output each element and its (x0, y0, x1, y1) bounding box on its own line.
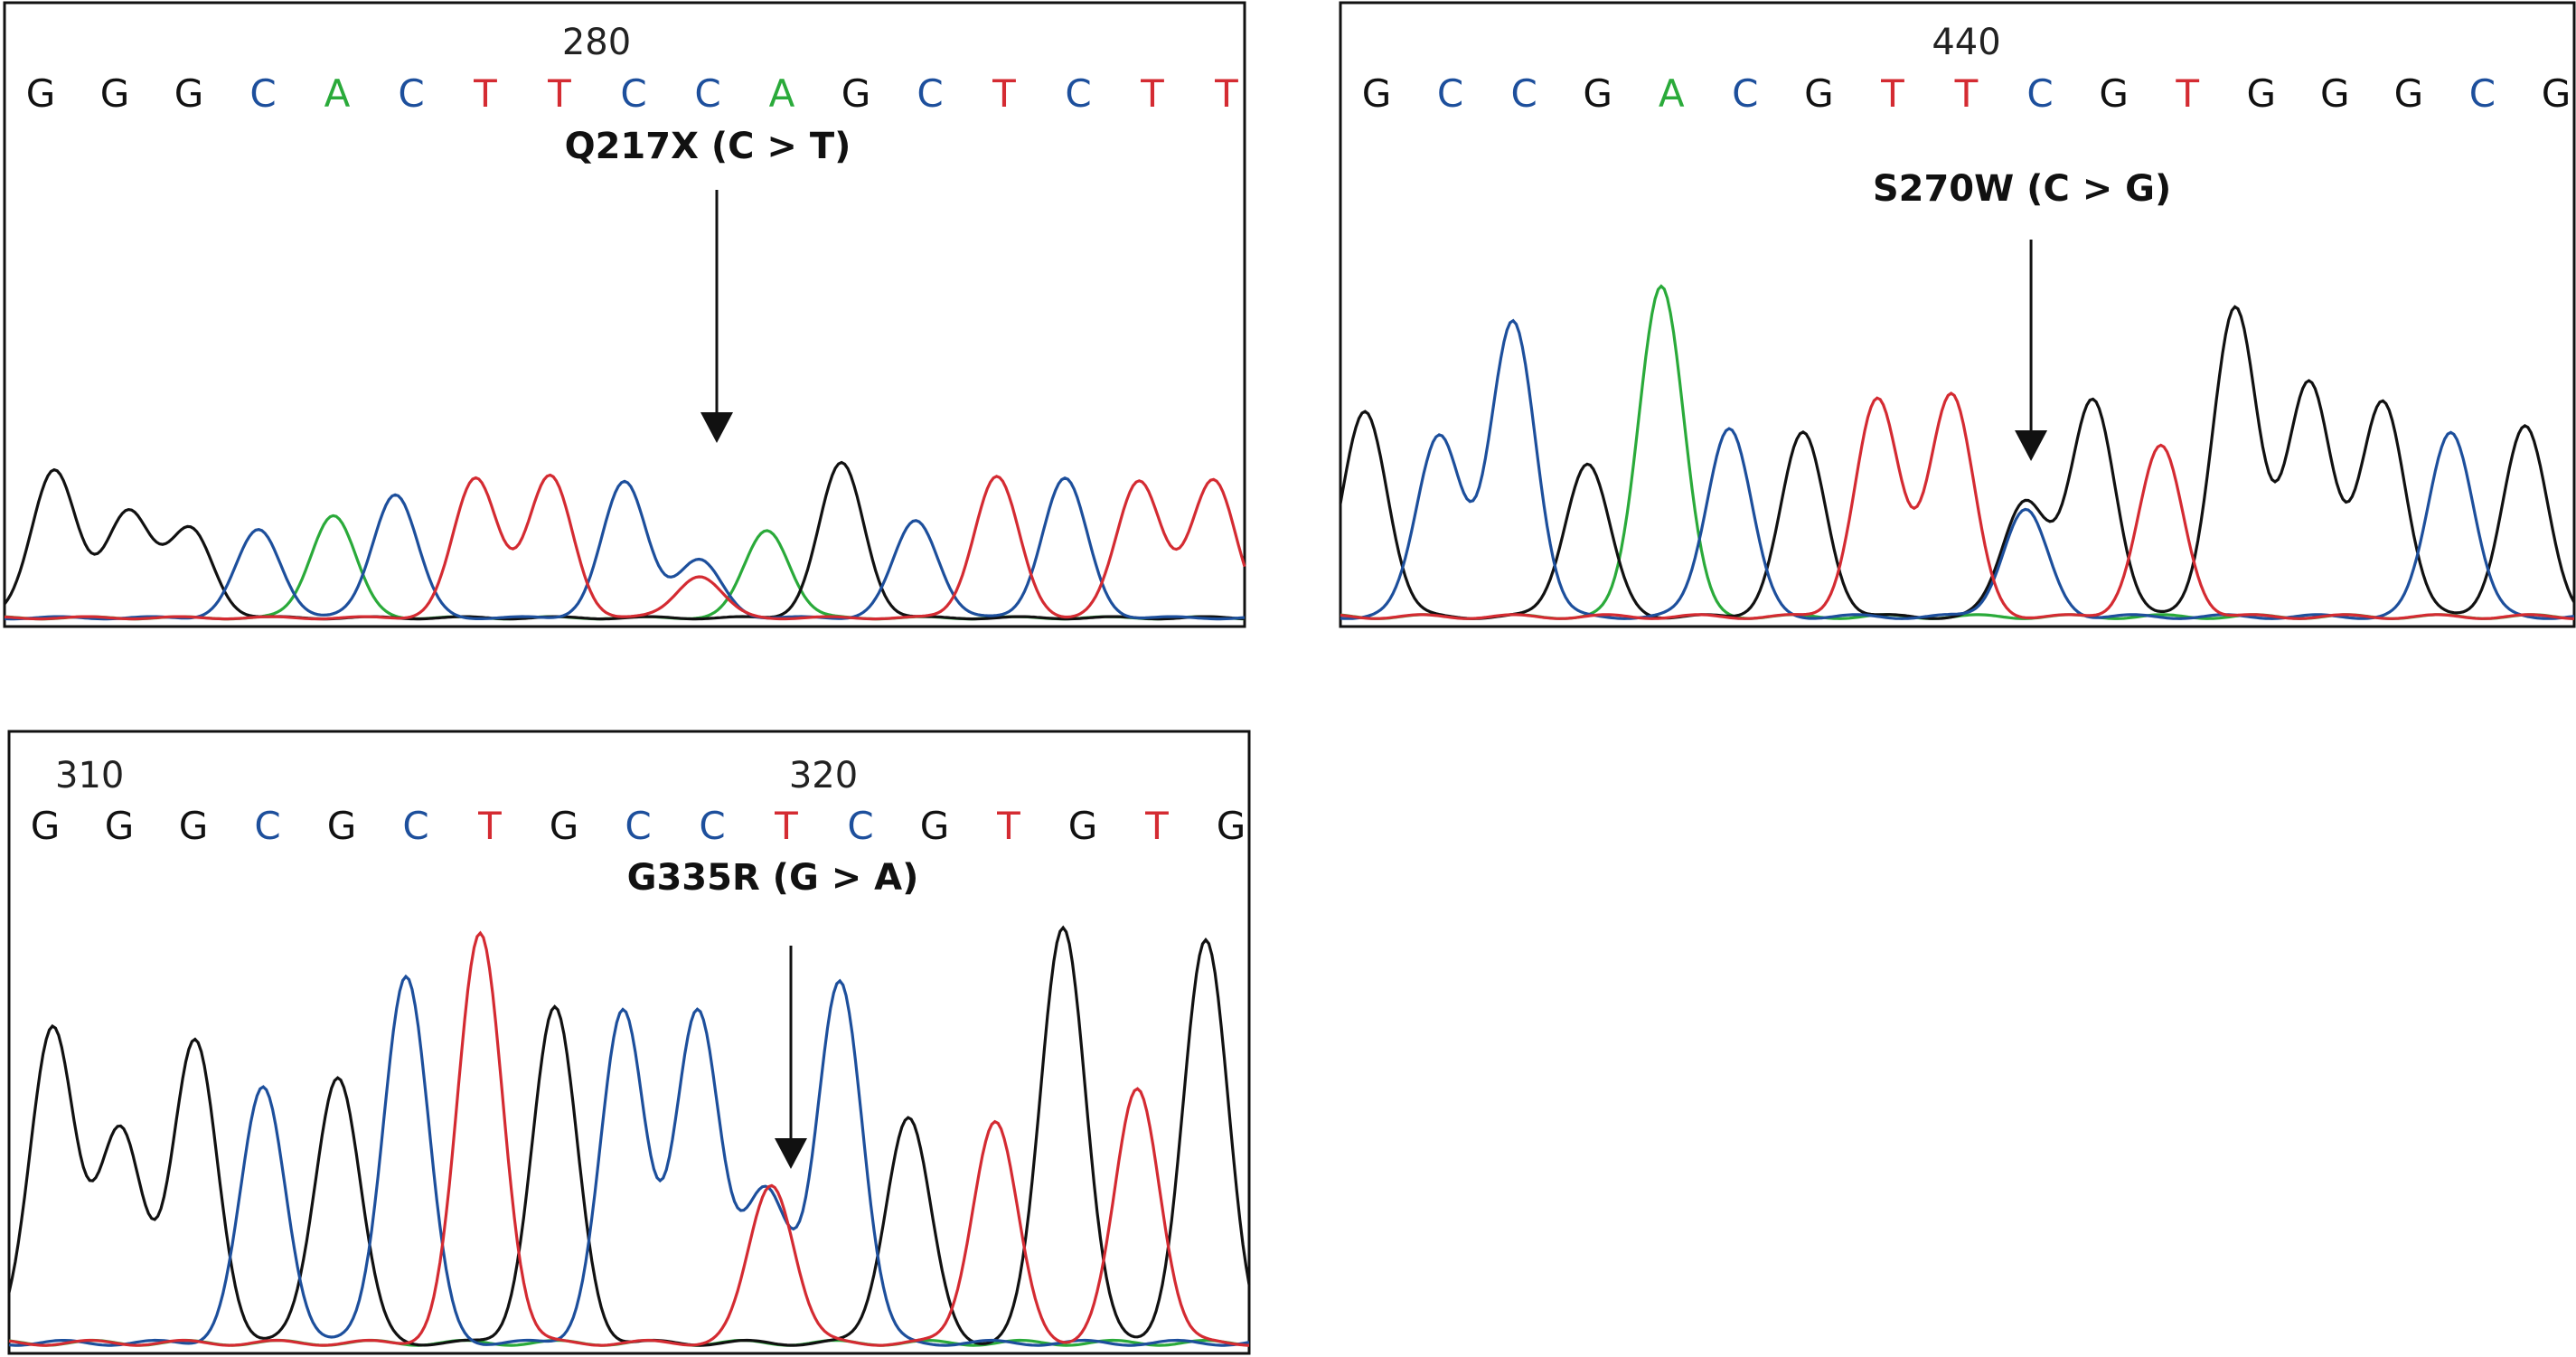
base-call-letter: G (1068, 804, 1098, 848)
base-call-letter: G (841, 71, 871, 116)
base-call-letter: T (473, 71, 497, 116)
base-call-letter: C (1732, 71, 1758, 116)
panel-frame (1339, 1, 2576, 628)
base-call-letter: T (1214, 71, 1238, 116)
base-call-letter: C (249, 71, 276, 116)
position-label: 280 (562, 22, 631, 63)
base-call-letter: C (847, 804, 873, 848)
base-call-letter: G (174, 71, 204, 116)
chromatogram-panel-q217x: 280 G G G C A C T T C C A G C T C T T Q217X (C > T) (0, 0, 1249, 628)
base-call-letter: T (547, 71, 571, 116)
panel-frame (7, 730, 1251, 1355)
base-call-letter: T (2175, 71, 2199, 116)
trace-g (1339, 305, 2576, 620)
mutation-label: G335R (G > A) (627, 857, 919, 899)
base-call-letter: G (327, 804, 357, 848)
trace-a (1340, 284, 2575, 620)
panel-frame (3, 1, 1246, 628)
trace-g (7, 925, 1251, 1347)
trace-t (4, 473, 1246, 621)
base-call-letter: G (1362, 71, 1392, 116)
mutation-arrow-head (2015, 430, 2048, 461)
base-call-letter: G (550, 804, 579, 848)
base-call-letter: G (2320, 71, 2350, 116)
base-call-letter: G (1583, 71, 1612, 116)
trace-c (4, 476, 1246, 621)
base-call-letter: A (1659, 71, 1685, 116)
base-call-letter: G (1804, 71, 1834, 116)
base-call-letter: A (324, 71, 351, 116)
base-call-letter: C (402, 804, 428, 848)
trace-t (1340, 391, 2575, 620)
mutation-arrow-head (775, 1138, 807, 1169)
mutation-label: S270W (C > G) (1873, 168, 2171, 210)
base-call-letter: T (477, 804, 502, 848)
base-call-letter: C (1065, 71, 1091, 116)
base-call-letter: G (2246, 71, 2276, 116)
position-label: 320 (789, 755, 858, 796)
base-call-letter: G (2099, 71, 2129, 116)
base-call-letter: C (694, 71, 720, 116)
base-call-letter: G (1217, 804, 1246, 848)
base-call-letter: T (1140, 71, 1164, 116)
base-call-letter: T (992, 71, 1016, 116)
base-call-letter: C (699, 804, 725, 848)
base-call-letter: G (26, 71, 56, 116)
base-call-letter: C (254, 804, 280, 848)
base-call-letter: G (105, 804, 135, 848)
base-call-letter: G (2394, 71, 2424, 116)
base-call-letter: C (2469, 71, 2496, 116)
base-call-letter: T (1954, 71, 1979, 116)
mutation-label: Q217X (C > T) (565, 126, 851, 167)
position-label: 310 (55, 755, 124, 796)
base-call-letter: G (2542, 71, 2571, 116)
base-call-letter: G (100, 71, 130, 116)
trace-c (8, 974, 1250, 1347)
base-call-letter: G (179, 804, 209, 848)
base-call-letter: C (625, 804, 651, 848)
base-call-letter: C (398, 71, 424, 116)
base-call-letter: G (920, 804, 950, 848)
base-call-letter: A (769, 71, 795, 116)
trace-t (8, 930, 1250, 1347)
base-call-letter: C (1510, 71, 1537, 116)
trace-c (1340, 318, 2575, 620)
base-call-letter: T (774, 804, 798, 848)
base-call-letter: C (1437, 71, 1463, 116)
chromatogram-panel-g335r: 310 320 G G G C G C T G C C T C G T G T G G335R (G > A) (0, 729, 1251, 1357)
position-label: 440 (1932, 22, 2000, 63)
base-call-letter: C (2026, 71, 2053, 116)
base-call-letter: G (31, 804, 61, 848)
base-call-letter: T (1144, 804, 1169, 848)
base-call-letter: C (620, 71, 646, 116)
base-call-letter: C (917, 71, 943, 116)
base-call-letter: T (996, 804, 1020, 848)
chromatogram-panel-s270w: 440 G C C G A C G T T C G T G G G C G S270W (C > G) (1336, 0, 2576, 628)
mutation-arrow-head (700, 412, 733, 443)
base-call-letter: T (1880, 71, 1904, 116)
